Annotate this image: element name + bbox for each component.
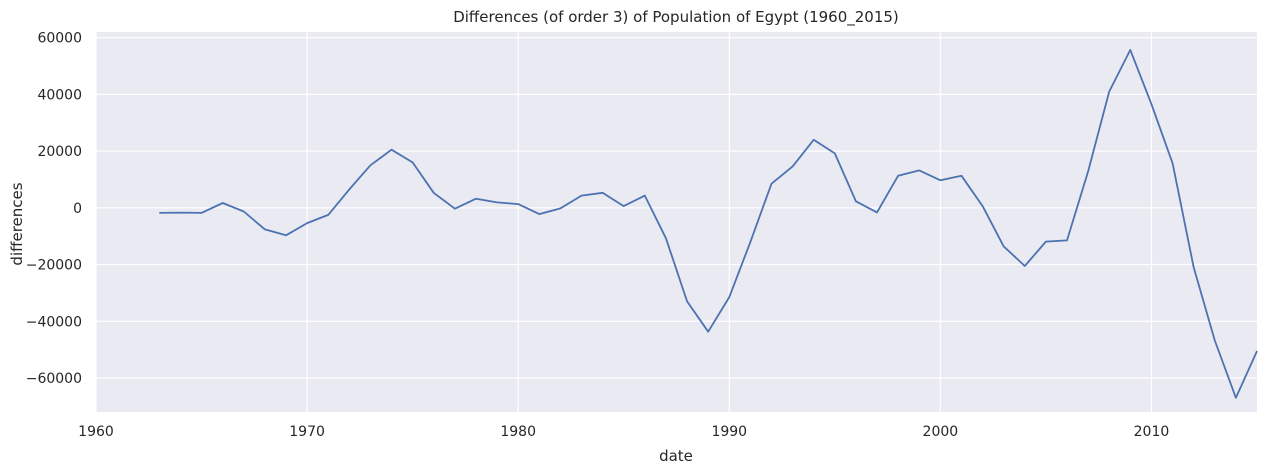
x-axis-label: date xyxy=(659,447,693,465)
y-tick-label: 40000 xyxy=(37,87,82,103)
y-tick-label: −60000 xyxy=(26,371,82,387)
chart-title: Differences (of order 3) of Population o… xyxy=(453,8,899,27)
plot-area xyxy=(96,32,1257,412)
series-group xyxy=(159,49,1258,399)
x-tick-label: 2010 xyxy=(1134,424,1170,440)
y-tick-label: −40000 xyxy=(26,314,82,330)
grid-lines xyxy=(95,32,1257,412)
y-tick-label: 0 xyxy=(73,201,82,217)
y-tick-label: −20000 xyxy=(26,258,82,274)
x-tick-label: 1960 xyxy=(78,424,114,440)
y-axis-ticks: −60000 −40000 −20000 0 20000 40000 60000 xyxy=(26,31,82,387)
x-tick-label: 2000 xyxy=(923,424,959,440)
y-axis-label: differences xyxy=(8,182,26,265)
x-tick-label: 1980 xyxy=(500,424,536,440)
y-tick-label: 60000 xyxy=(37,31,82,47)
x-tick-label: 1970 xyxy=(289,424,325,440)
series-line xyxy=(159,49,1258,399)
x-tick-label: 1990 xyxy=(711,424,747,440)
y-tick-label: 20000 xyxy=(37,144,82,160)
x-axis-ticks: 1960 1970 1980 1990 2000 2010 xyxy=(78,424,1169,440)
